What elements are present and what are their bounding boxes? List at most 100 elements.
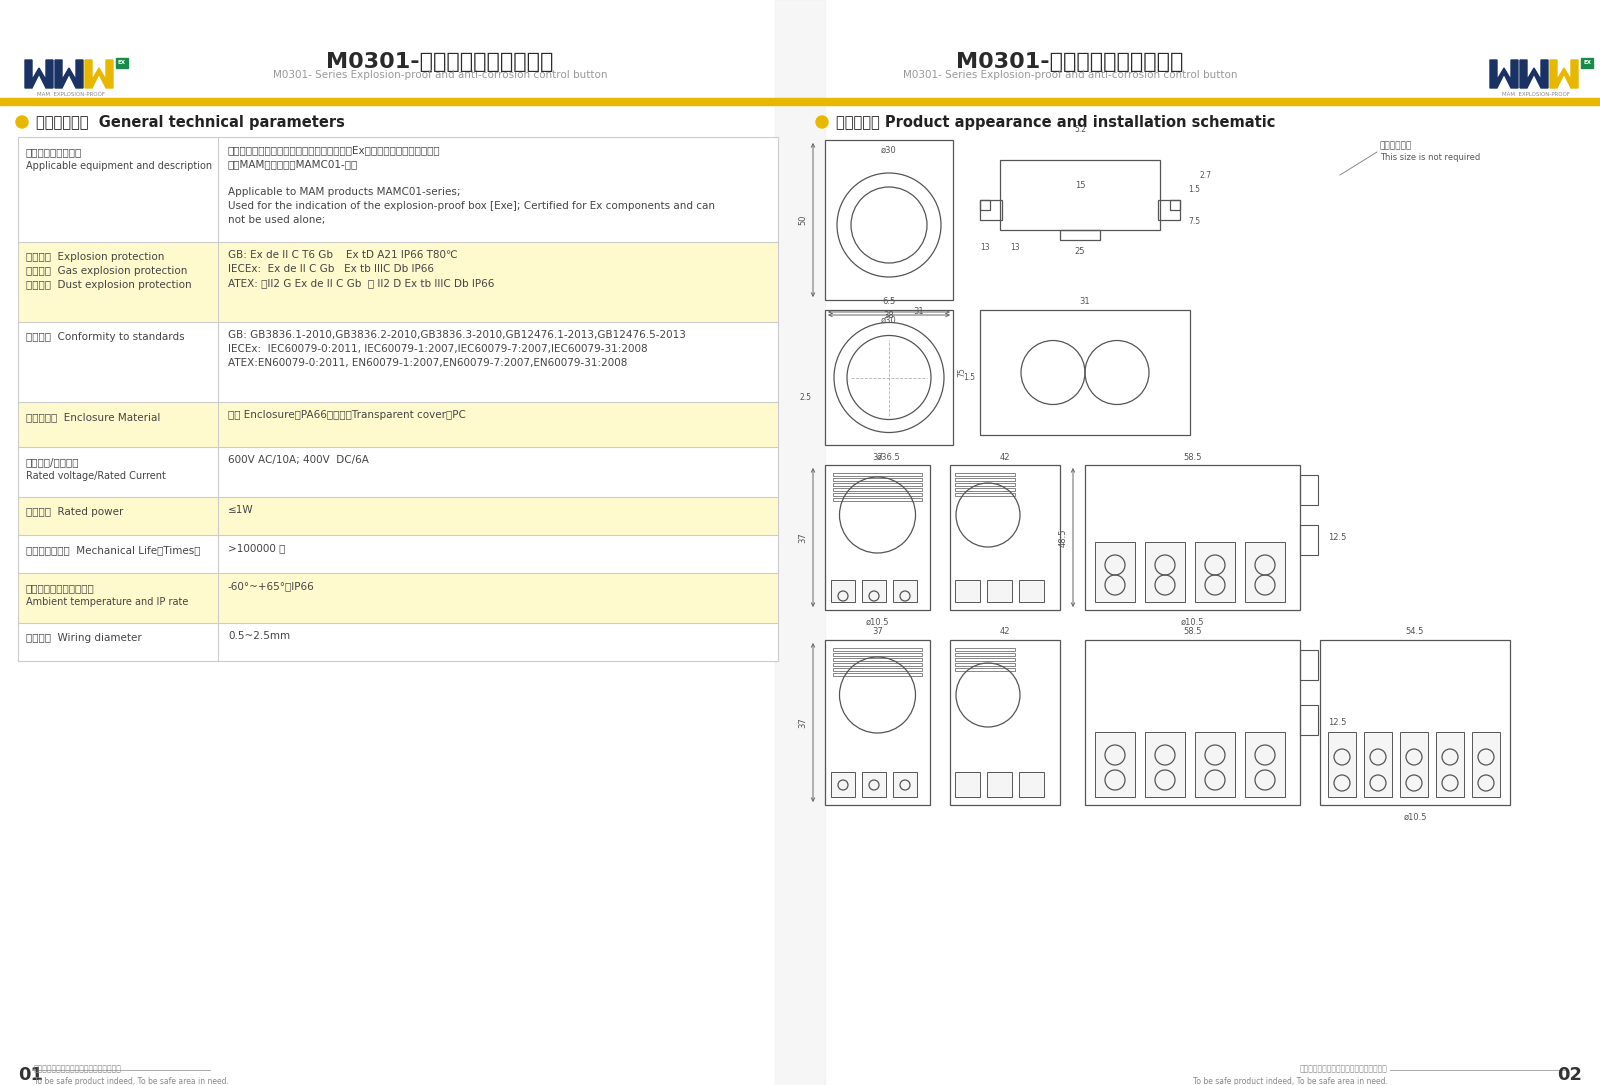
Text: 爆炸保护  Explosion protection: 爆炸保护 Explosion protection — [26, 252, 165, 261]
Bar — [18, 573, 778, 623]
Bar — [18, 447, 778, 497]
Bar — [830, 580, 854, 602]
Text: ø36.5: ø36.5 — [877, 452, 901, 461]
Text: 适合MAM公司产品：MAMC01-系列: 适合MAM公司产品：MAMC01-系列 — [229, 159, 358, 169]
Bar — [18, 137, 778, 242]
Text: M0301- Series Explosion-proof and anti-corrosion control button: M0301- Series Explosion-proof and anti-c… — [902, 71, 1237, 80]
Text: 2.5: 2.5 — [798, 393, 811, 403]
Bar — [18, 403, 778, 447]
Text: ø10.5: ø10.5 — [1181, 617, 1205, 626]
Bar — [1085, 465, 1299, 610]
Polygon shape — [1520, 60, 1549, 88]
Text: 31: 31 — [914, 307, 925, 317]
Bar — [955, 473, 1014, 476]
Text: ø10.5: ø10.5 — [1403, 813, 1427, 821]
Text: 粉尘保护  Dust explosion protection: 粉尘保护 Dust explosion protection — [26, 280, 192, 290]
Bar — [774, 0, 826, 1085]
Polygon shape — [85, 60, 114, 88]
Bar — [1019, 773, 1043, 797]
Text: 54.5: 54.5 — [1406, 627, 1424, 637]
Bar — [800, 0, 1600, 1085]
Bar — [826, 310, 954, 445]
Text: 25: 25 — [1075, 247, 1085, 256]
Bar — [955, 648, 1014, 651]
Text: 31: 31 — [1080, 297, 1090, 306]
Bar — [1472, 732, 1501, 797]
Bar — [1094, 732, 1134, 797]
Bar — [1146, 542, 1186, 602]
Text: Ambient temperature and IP rate: Ambient temperature and IP rate — [26, 597, 189, 607]
Text: 通用技术参数  General technical parameters: 通用技术参数 General technical parameters — [35, 115, 346, 129]
Bar — [826, 465, 930, 610]
Text: GB: Ex de II C T6 Gb    Ex tD A21 IP66 T80℃: GB: Ex de II C T6 Gb Ex tD A21 IP66 T80℃ — [229, 250, 458, 260]
Bar — [1320, 640, 1510, 805]
Text: not be used alone;: not be used alone; — [229, 215, 325, 225]
Text: 接线线径  Wiring diameter: 接线线径 Wiring diameter — [26, 633, 142, 643]
Text: 环境温度范围及防护等级: 环境温度范围及防护等级 — [26, 583, 94, 593]
Bar — [979, 200, 1002, 220]
Text: IECEx:  IEC60079-0:2011, IEC60079-1:2007,IEC60079-7:2007,IEC60079-31:2008: IECEx: IEC60079-0:2011, IEC60079-1:2007,… — [229, 344, 648, 354]
Bar — [862, 580, 886, 602]
Text: This size is not required: This size is not required — [1379, 153, 1480, 162]
Text: Applicable equipment and description: Applicable equipment and description — [26, 161, 213, 171]
Text: 0.5~2.5mm: 0.5~2.5mm — [229, 631, 290, 641]
Bar — [18, 497, 778, 535]
Bar — [834, 498, 922, 501]
Bar — [1195, 542, 1235, 602]
Text: 1.5: 1.5 — [1187, 186, 1200, 194]
Bar — [834, 648, 922, 651]
Bar — [1019, 580, 1043, 602]
Text: M0301-系列防爆防腐控制按钮: M0301-系列防爆防腐控制按钮 — [957, 52, 1184, 72]
Bar — [1245, 542, 1285, 602]
Bar — [950, 640, 1059, 805]
Bar — [826, 140, 954, 299]
Text: 保护壳材质  Enclosure Material: 保护壳材质 Enclosure Material — [26, 412, 160, 422]
Bar — [1000, 159, 1160, 230]
Text: 气体保护  Gas explosion protection: 气体保护 Gas explosion protection — [26, 266, 187, 276]
Text: 600V AC/10A; 400V  DC/6A: 600V AC/10A; 400V DC/6A — [229, 455, 370, 465]
Bar — [18, 242, 778, 322]
Bar — [834, 663, 922, 666]
Bar — [18, 322, 778, 403]
Polygon shape — [54, 60, 83, 88]
Text: Rated voltage/Rated Current: Rated voltage/Rated Current — [26, 471, 166, 481]
Text: 5.2: 5.2 — [1074, 126, 1086, 135]
Bar — [1299, 650, 1318, 680]
Bar — [1085, 640, 1299, 805]
Text: 12.5: 12.5 — [1328, 533, 1346, 542]
Text: 配套使用主题及说明: 配套使用主题及说明 — [26, 146, 82, 157]
Text: 此尺寸不需要: 此尺寸不需要 — [1379, 141, 1413, 150]
Text: MAM  EXPLOSION-PROOF: MAM EXPLOSION-PROOF — [1502, 92, 1570, 97]
Text: 01: 01 — [18, 1065, 43, 1084]
Bar — [955, 580, 979, 602]
Text: 58.5: 58.5 — [1184, 452, 1202, 461]
Text: EX: EX — [1582, 61, 1590, 65]
Text: To be safe product indeed, To be safe area in need.: To be safe product indeed, To be safe ar… — [1194, 1077, 1389, 1085]
Bar — [1400, 732, 1429, 797]
Bar — [834, 658, 922, 661]
Bar — [987, 580, 1013, 602]
Text: M0301- Series Explosion-proof and anti-corrosion control button: M0301- Series Explosion-proof and anti-c… — [272, 71, 608, 80]
Text: 37: 37 — [798, 717, 808, 728]
Bar — [0, 0, 800, 1085]
Text: 13: 13 — [1010, 243, 1019, 253]
Text: 42: 42 — [1000, 627, 1010, 637]
Text: 7.5: 7.5 — [1187, 217, 1200, 227]
Bar — [987, 773, 1013, 797]
Text: 1.5: 1.5 — [963, 373, 974, 382]
Bar — [1328, 732, 1357, 797]
Bar — [834, 478, 922, 481]
Bar — [955, 653, 1014, 656]
Bar — [955, 478, 1014, 481]
Bar — [834, 483, 922, 486]
Text: IECEx:  Ex de II C Gb   Ex tb IIIC Db IP66: IECEx: Ex de II C Gb Ex tb IIIC Db IP66 — [229, 264, 434, 275]
Text: 额定电压/额定电路: 额定电压/额定电路 — [26, 457, 80, 467]
Text: 48.5: 48.5 — [1059, 528, 1067, 547]
Bar — [1195, 732, 1235, 797]
Bar — [1299, 525, 1318, 556]
Text: To be safe product indeed, To be safe area in need.: To be safe product indeed, To be safe ar… — [34, 1077, 229, 1085]
Bar — [979, 310, 1190, 435]
Bar — [834, 673, 922, 676]
Bar — [834, 473, 922, 476]
Text: EX: EX — [118, 61, 126, 65]
